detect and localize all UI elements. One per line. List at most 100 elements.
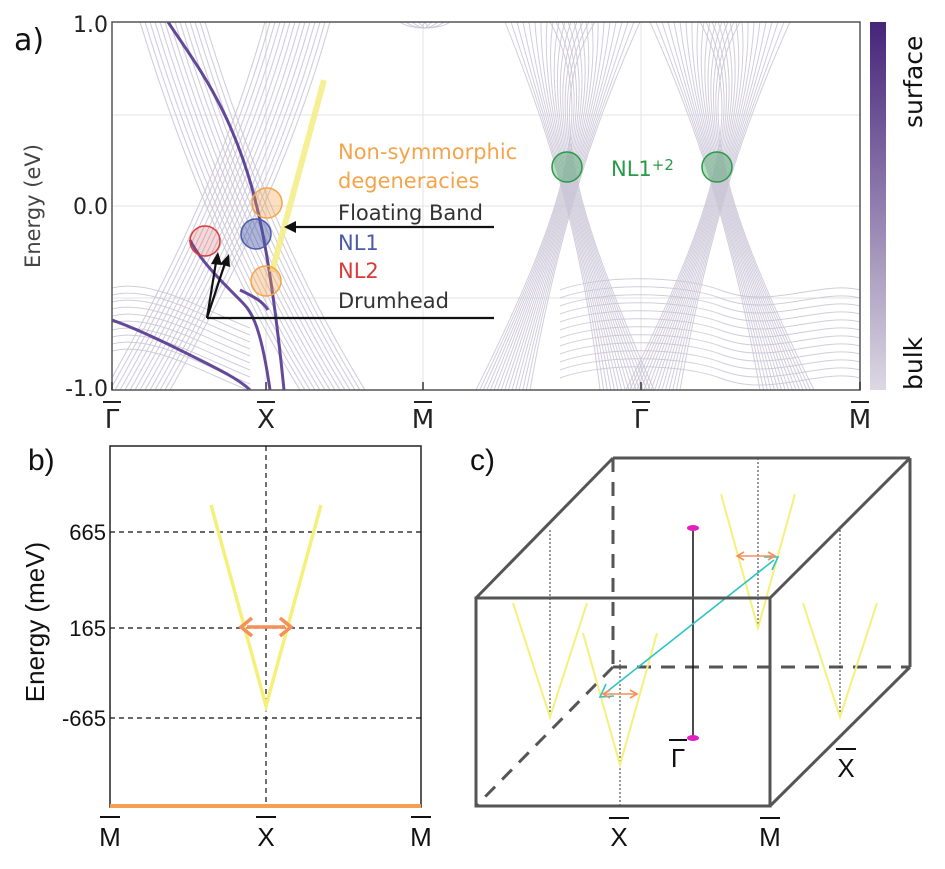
bulk-band xyxy=(564,22,648,390)
panel-b-ytick-m665: -665 xyxy=(62,706,106,731)
bulk-band xyxy=(112,299,251,343)
panel-a-annotations: Non-symmorphic degeneracies Floating Ban… xyxy=(189,79,733,320)
bulk-band xyxy=(112,327,251,371)
colorbar-gradient xyxy=(870,22,886,390)
bulk-band xyxy=(559,326,721,339)
panel-a-ytick-bot: -1.0 xyxy=(65,377,108,402)
bulk-band xyxy=(112,22,266,379)
bulk-band xyxy=(112,348,249,390)
colorbar: surface bulk xyxy=(870,22,928,390)
bulk-band xyxy=(719,335,860,346)
bulk-band xyxy=(518,22,623,390)
bulk-band xyxy=(112,334,251,378)
panel-b-ylabel: Energy (meV) xyxy=(20,542,50,702)
bulk-band xyxy=(719,351,860,362)
bulk-band xyxy=(194,22,356,390)
bulk-band xyxy=(164,22,326,390)
bulk-band xyxy=(112,292,251,336)
bulk-band xyxy=(562,22,644,390)
bulk-band xyxy=(516,22,608,390)
bulk-band xyxy=(489,22,583,390)
bulk-band xyxy=(556,22,637,390)
gamma-dot-bottom xyxy=(687,735,699,741)
bulk-band xyxy=(719,343,860,354)
bulk-band xyxy=(522,22,612,390)
bulk-band xyxy=(149,22,311,390)
bulk-band xyxy=(179,22,341,390)
bulk-band xyxy=(486,22,580,390)
nl12-circle-left xyxy=(551,151,583,183)
bulk-band xyxy=(529,22,641,390)
box-visible-edges xyxy=(474,456,912,808)
panel-a-xtick-m: M xyxy=(412,405,434,435)
panel-b-double-arrow xyxy=(238,616,294,638)
bulk-band xyxy=(704,22,797,390)
bulk-band xyxy=(493,22,586,390)
panel-a-xtick-m2: M xyxy=(849,405,871,435)
box-hidden-edges xyxy=(474,458,910,808)
nonsym-circle-bottom xyxy=(250,265,282,297)
panel-a-xtick-gamma2: Γ xyxy=(634,405,649,435)
bulk-band xyxy=(559,318,721,331)
nonsym-circle-top xyxy=(251,187,283,219)
bulk-band xyxy=(159,22,321,390)
panel-c-x-side: X xyxy=(837,753,854,783)
floating-band-line xyxy=(269,79,327,273)
bulk-band xyxy=(199,22,361,390)
bulk-band xyxy=(112,285,251,329)
bulk-band xyxy=(712,22,808,390)
bulk-band xyxy=(710,22,804,390)
panel-c-gamma-label: Γ xyxy=(671,743,685,773)
bulk-band xyxy=(112,306,251,350)
bulk-band xyxy=(112,313,251,357)
bulk-band xyxy=(164,22,326,390)
nonsym-label-1: Non-symmorphic xyxy=(338,140,517,164)
panel-a-xtick-gamma1: Γ xyxy=(105,405,120,435)
bulk-band xyxy=(139,22,301,390)
bulk-band xyxy=(639,22,733,390)
gamma-dot-top xyxy=(687,525,699,531)
bulk-band xyxy=(144,22,306,390)
bulk-band xyxy=(482,22,578,390)
bulk-band xyxy=(668,22,773,390)
bulk-band xyxy=(479,22,575,390)
nl1-label: NL1 xyxy=(338,231,379,255)
panel-a: a) Energy (eV) 1.0 0.0 -1.0 Γ X xyxy=(14,13,928,435)
nl12-circle-right xyxy=(701,151,733,183)
panel-a-ylabel: Energy (eV) xyxy=(21,144,45,268)
bulk-band xyxy=(184,22,346,390)
nonsym-label-2: degeneracies xyxy=(338,169,479,193)
bulk-band xyxy=(679,22,791,390)
bulk-band xyxy=(112,22,271,388)
bulk-band xyxy=(643,22,736,390)
bulk-band xyxy=(144,22,306,390)
bulk-band xyxy=(655,22,765,390)
panel-b: b) Energy (meV) 665 165 -665 M X xyxy=(20,444,432,852)
bulk-band xyxy=(632,22,728,390)
bulk-band xyxy=(475,22,573,390)
panel-b-label: b) xyxy=(28,444,55,477)
bulk-band xyxy=(719,287,860,298)
floating-band-label: Floating Band xyxy=(338,201,483,225)
colorbar-top-label: surface xyxy=(899,36,928,128)
colorbar-bottom-label: bulk xyxy=(899,336,928,390)
bulk-band xyxy=(134,22,296,390)
nl1-circle xyxy=(240,218,272,250)
bulk-band xyxy=(636,22,730,390)
nl2-label: NL2 xyxy=(338,259,379,283)
bulk-band xyxy=(124,22,286,390)
surface-band xyxy=(112,318,252,390)
bulk-band xyxy=(159,22,321,390)
panel-b-cone xyxy=(209,504,323,713)
bulk-band xyxy=(719,303,860,314)
bulk-band xyxy=(719,367,860,378)
panel-c-m-bottom: M xyxy=(759,822,781,852)
bulk-band xyxy=(559,350,721,363)
bulk-band xyxy=(559,278,721,291)
panel-a-label: a) xyxy=(14,23,44,58)
bulk-band xyxy=(129,22,291,390)
bulk-band xyxy=(112,320,251,364)
bulk-band xyxy=(719,375,860,386)
bulk-band xyxy=(661,22,768,390)
bulk-band xyxy=(559,302,721,315)
